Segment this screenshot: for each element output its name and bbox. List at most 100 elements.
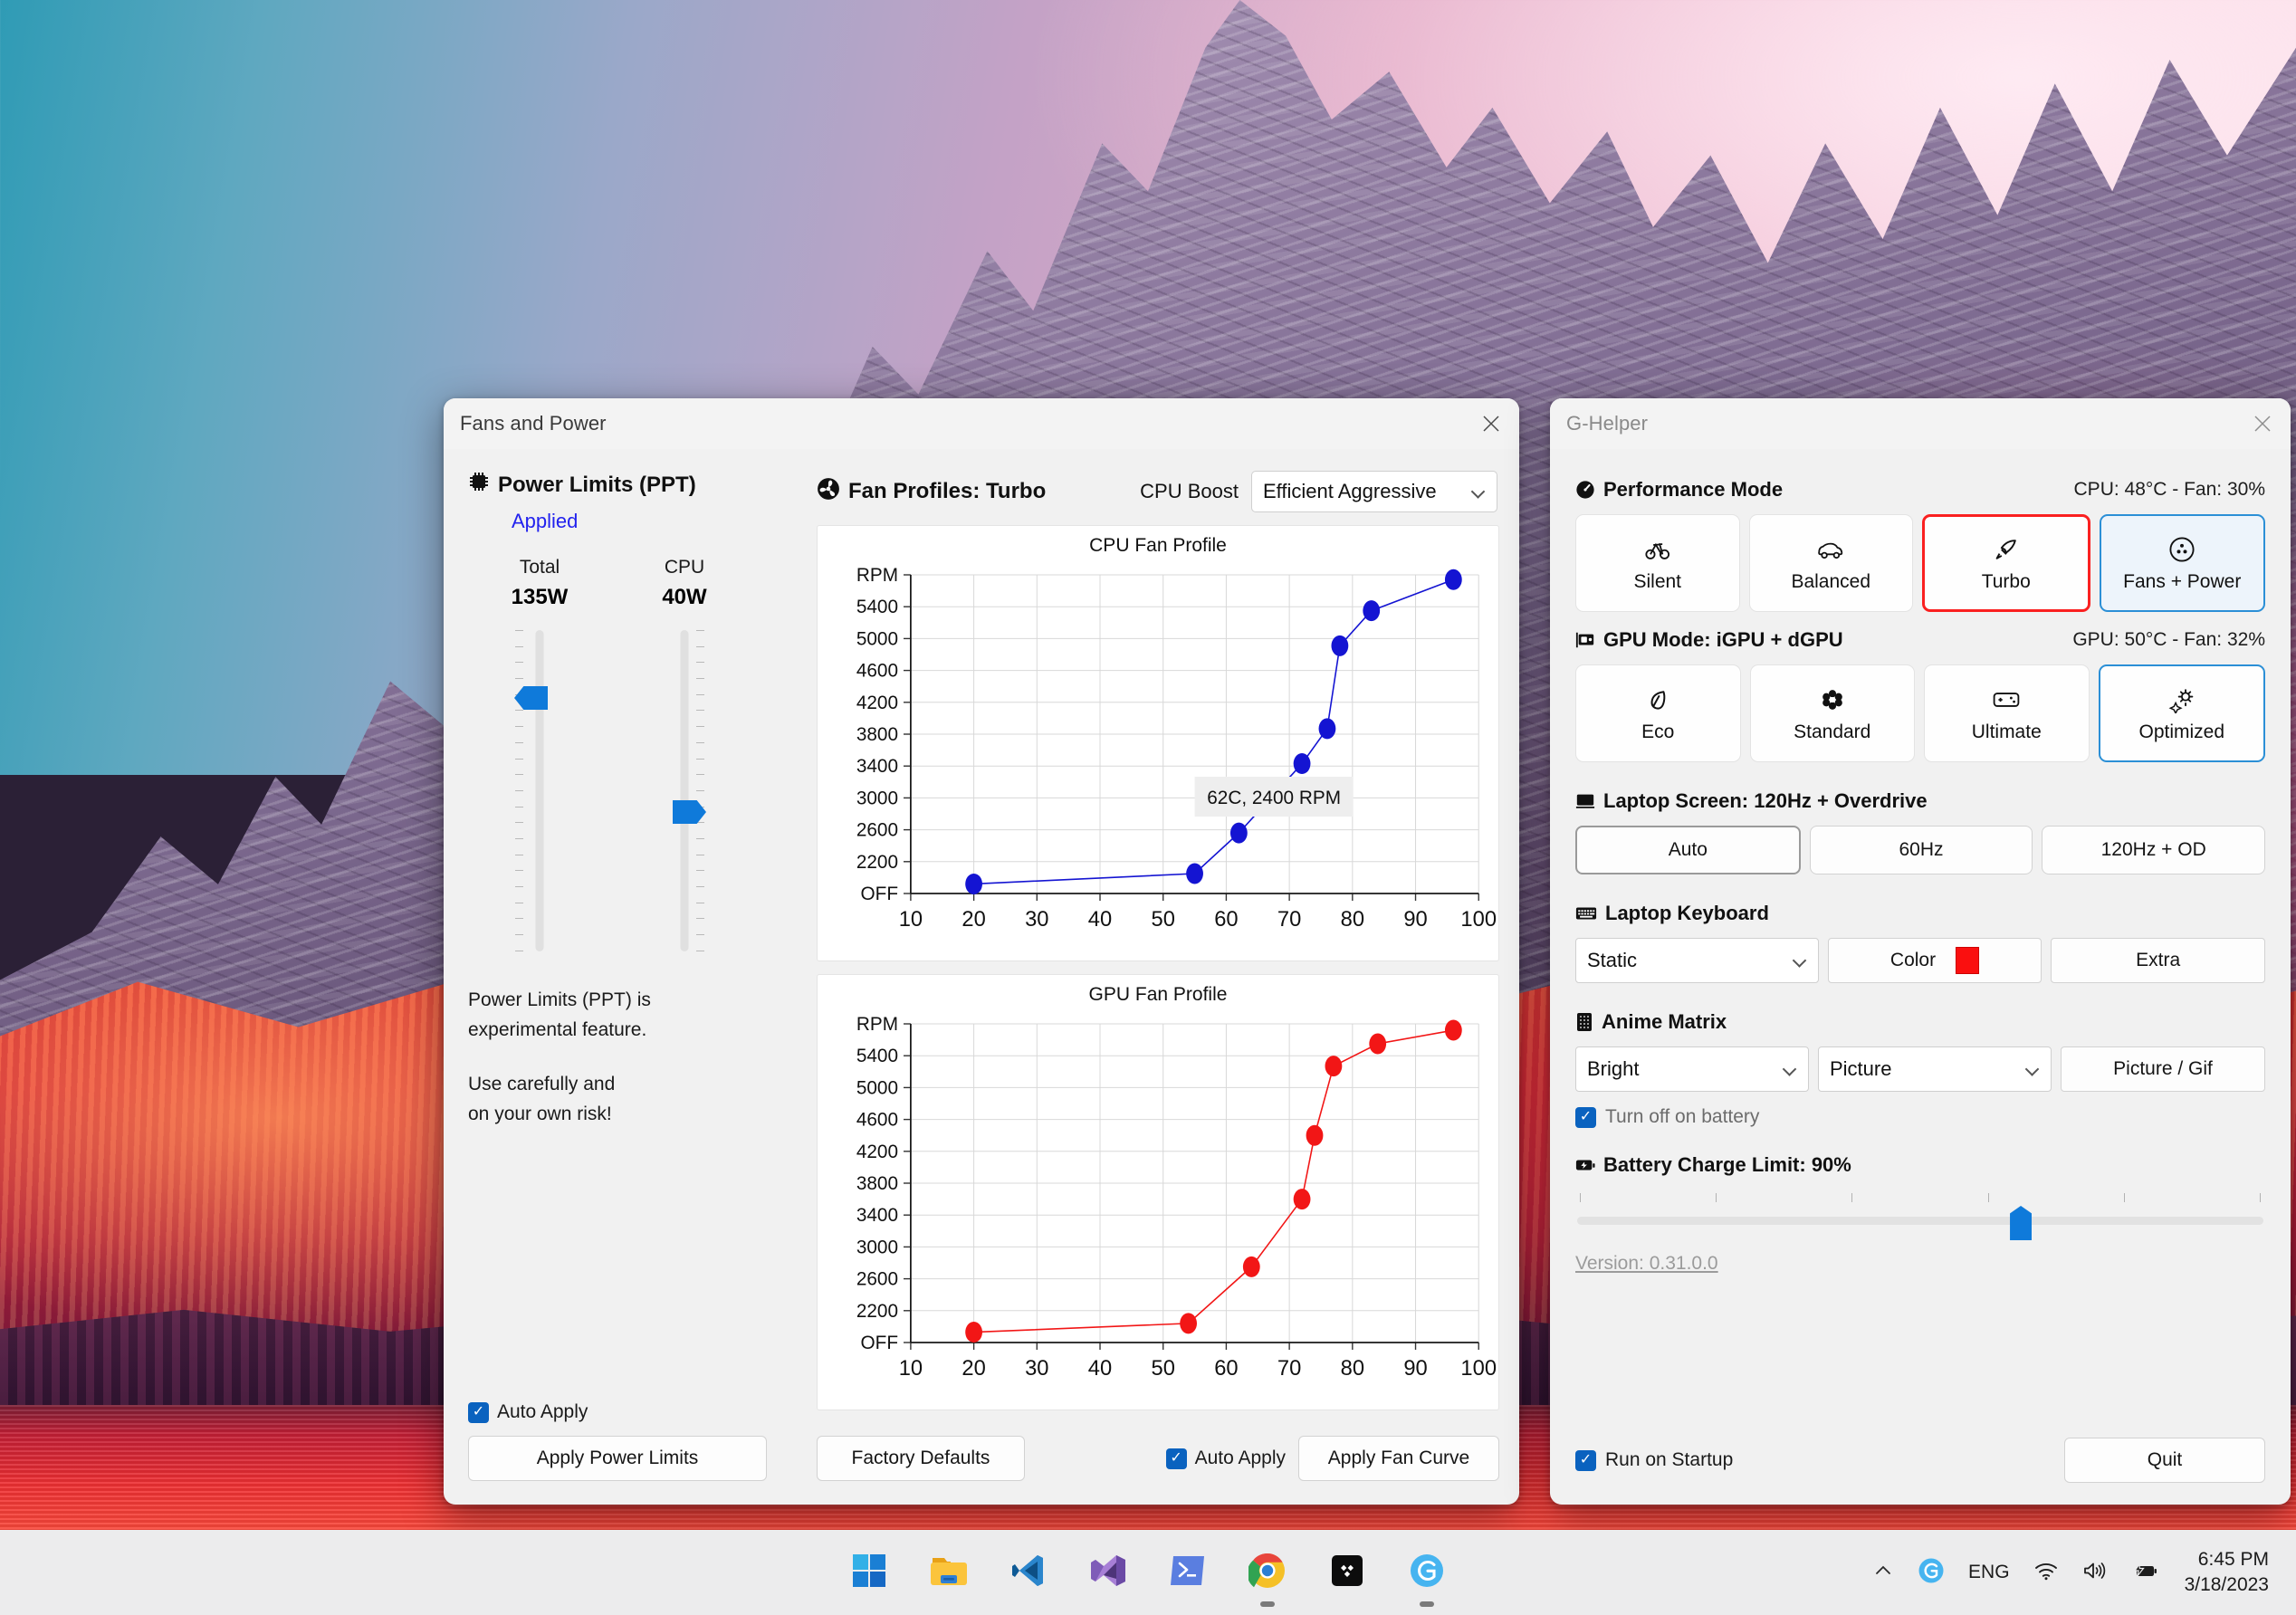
performance-tile-silent[interactable]: Silent: [1575, 514, 1740, 612]
monitor-icon: [1575, 792, 1595, 810]
cpu-fan-profile-chart[interactable]: CPU Fan Profile OFF 2200 2600 3000 3400 3800 4…: [817, 525, 1499, 961]
gamepad-icon: [1993, 684, 2020, 715]
svg-text:100: 100: [1460, 907, 1497, 932]
quit-button[interactable]: Quit: [2064, 1438, 2265, 1483]
cpu-chart-svg[interactable]: OFF 2200 2600 3000 3400 3800 4200 4600 5000 5400 R…: [818, 557, 1498, 951]
power-limit-total-value: 135W: [511, 585, 569, 609]
svg-text:90: 90: [1403, 1356, 1427, 1381]
performance-mode-header: Performance Mode CPU: 48°C - Fan: 30%: [1575, 478, 2265, 502]
tray-battery-button[interactable]: [2119, 1540, 2170, 1605]
apply-power-limits-button[interactable]: Apply Power Limits: [468, 1436, 767, 1481]
gpu-card-icon: [1575, 631, 1595, 649]
svg-text:5400: 5400: [856, 597, 898, 617]
system-tray: ENG 6:45 PM 3/18/2023: [1861, 1540, 2278, 1605]
performance-tile-fans-power[interactable]: Fans + Power: [2099, 514, 2265, 612]
performance-mode-title: Performance Mode: [1603, 478, 1784, 501]
gpu-tile-optimized[interactable]: Optimized: [2098, 664, 2265, 762]
gpu-fan-profile-chart[interactable]: GPU Fan Profile OFF 2200 2600 3000 3400 3800 4…: [817, 974, 1499, 1410]
taskbar-item-g-helper[interactable]: [1399, 1544, 1455, 1607]
screen-button-auto[interactable]: Auto: [1575, 826, 1801, 874]
keyboard-color-button[interactable]: Color: [1827, 938, 2042, 983]
gpu-tile-ultimate[interactable]: Ultimate: [1924, 664, 2090, 762]
svg-text:70: 70: [1277, 907, 1301, 932]
gpu-temp-fan-status: GPU: 50°C - Fan: 32%: [2072, 629, 2265, 650]
tray-volume-button[interactable]: [2071, 1540, 2119, 1605]
gpu-tile-eco[interactable]: Eco: [1575, 664, 1741, 762]
svg-text:10: 10: [899, 1356, 923, 1381]
gpu-chart-svg[interactable]: OFF 2200 2600 3000 3400 3800 4200 4600 5000 5400 R…: [818, 1006, 1498, 1400]
cpu-boost-select[interactable]: Efficient Aggressive: [1251, 471, 1497, 512]
version-label[interactable]: Version: 0.31.0.0: [1575, 1253, 1718, 1274]
turn-off-on-battery-checkbox[interactable]: ✓ Turn off on battery: [1575, 1106, 2265, 1128]
svg-text:4600: 4600: [856, 1110, 898, 1131]
cpu-power-slider-ticks: [696, 630, 709, 951]
battery-slider-thumb[interactable]: [2010, 1206, 2033, 1240]
svg-text:OFF: OFF: [861, 884, 899, 904]
total-power-slider[interactable]: [501, 630, 579, 951]
speaker-icon: [2082, 1560, 2108, 1586]
svg-text:2600: 2600: [856, 820, 898, 841]
taskbar-item-start[interactable]: [841, 1544, 897, 1601]
gpu-chart-title: GPU Fan Profile: [1088, 984, 1228, 1005]
taskbar-item-vs-code[interactable]: [1000, 1544, 1057, 1601]
chevron-down-icon: [1473, 486, 1485, 498]
battery-charge-slider[interactable]: [1575, 1193, 2265, 1247]
gpu-tile-ultimate-label: Ultimate: [1971, 721, 2042, 742]
anime-content-select[interactable]: Picture: [1818, 1046, 2052, 1092]
cpu-boost-value: Efficient Aggressive: [1263, 480, 1437, 502]
svg-text:4600: 4600: [856, 661, 898, 682]
warning-line-2: experimental feature.: [468, 1018, 647, 1040]
speedometer-icon: [1575, 480, 1595, 500]
cpu-power-slider-track: [680, 630, 689, 951]
turn-off-on-battery-label: Turn off on battery: [1605, 1106, 1760, 1127]
factory-defaults-button[interactable]: Factory Defaults: [817, 1436, 1025, 1481]
svg-text:5400: 5400: [856, 1046, 898, 1066]
taskbar-clock[interactable]: 6:45 PM 3/18/2023: [2170, 1547, 2278, 1599]
power-limits-status[interactable]: Applied: [512, 510, 579, 532]
screen-button-120hz-od[interactable]: 120Hz + OD: [2042, 826, 2266, 874]
fan-auto-apply-checkbox[interactable]: ✓ Auto Apply: [1165, 1448, 1286, 1469]
apply-fan-curve-button[interactable]: Apply Fan Curve: [1298, 1436, 1499, 1481]
warning-line-1: Power Limits (PPT) is: [468, 989, 651, 1010]
taskbar-item-powershell[interactable]: [1160, 1544, 1216, 1601]
clock-time: 6:45 PM: [2197, 1548, 2269, 1570]
tray-wifi-button[interactable]: [2022, 1540, 2071, 1605]
taskbar-item-visual-studio[interactable]: [1080, 1544, 1136, 1601]
close-icon[interactable]: [2234, 398, 2291, 449]
tray-overflow-button[interactable]: [1861, 1540, 1906, 1605]
battery-charge-title: Battery Charge Limit: 90%: [1603, 1153, 1851, 1176]
powershell-icon: [1169, 1553, 1207, 1592]
keyboard-extra-button[interactable]: Extra: [2051, 938, 2266, 983]
svg-text:OFF: OFF: [861, 1333, 899, 1353]
taskbar-apps: [841, 1544, 1455, 1607]
cpu-chip-icon: [468, 471, 490, 499]
running-indicator: [1260, 1601, 1275, 1607]
anime-picture-gif-button[interactable]: Picture / Gif: [2061, 1046, 2265, 1092]
battery-bolt-icon: [1575, 1158, 1595, 1172]
taskbar-item-file-explorer[interactable]: [921, 1544, 977, 1601]
performance-tile-turbo[interactable]: Turbo: [1922, 514, 2090, 612]
power-auto-apply-checkbox[interactable]: ✓ Auto Apply: [468, 1401, 588, 1423]
leaf-icon: [1645, 684, 1670, 715]
warning-line-4: on your own risk!: [468, 1103, 612, 1124]
gpu-tile-standard[interactable]: Standard: [1749, 664, 1915, 762]
anime-brightness-select[interactable]: Bright: [1575, 1046, 1809, 1092]
taskbar-item-tidal[interactable]: [1319, 1544, 1375, 1601]
close-icon[interactable]: [1463, 398, 1519, 449]
performance-tile-balanced[interactable]: Balanced: [1748, 514, 1913, 612]
svg-text:3800: 3800: [856, 724, 898, 745]
warning-line-3: Use carefully and: [468, 1074, 616, 1095]
tray-language-button[interactable]: ENG: [1956, 1540, 2022, 1605]
windows-logo-icon: [851, 1553, 887, 1593]
gpu-mode-title: GPU Mode: iGPU + dGPU: [1603, 628, 1843, 651]
cpu-power-slider[interactable]: [646, 630, 723, 951]
run-on-startup-checkbox[interactable]: ✓ Run on Startup: [1575, 1449, 1733, 1471]
taskbar-item-chrome[interactable]: [1239, 1544, 1296, 1607]
keyboard-mode-select[interactable]: Static: [1575, 938, 1819, 983]
ghelper-titlebar: G-Helper: [1550, 398, 2291, 449]
tray-item-g-helper[interactable]: [1906, 1540, 1956, 1605]
flower-icon: [1820, 684, 1845, 715]
color-swatch[interactable]: [1956, 947, 1980, 974]
svg-text:30: 30: [1025, 907, 1048, 932]
screen-button-60hz[interactable]: 60Hz: [1809, 826, 2033, 874]
